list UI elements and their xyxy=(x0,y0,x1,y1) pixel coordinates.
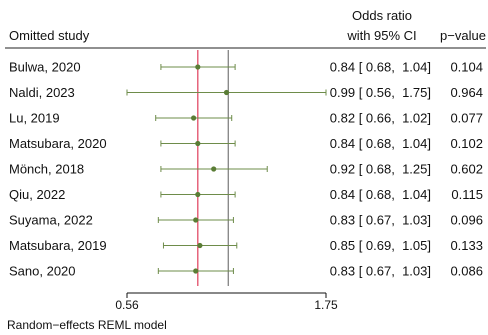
point-estimate xyxy=(197,242,203,249)
header-effect-line2: with 95% CI xyxy=(346,28,416,43)
study-label: Lu, 2019 xyxy=(9,111,60,126)
p-value: 0.115 xyxy=(451,187,483,202)
study-rows: Bulwa, 2020 0.84 [ 0.68, 1.04] 0.104 Naldi,… xyxy=(9,60,483,279)
or-ci-text: 0.92 [ 0.68, 1.25] xyxy=(330,162,431,177)
p-value: 0.964 xyxy=(450,85,483,100)
p-value: 0.104 xyxy=(450,60,483,75)
or-ci-text: 0.83 [ 0.67, 1.03] xyxy=(330,213,431,228)
study-row: Sano, 2020 0.83 [ 0.67, 1.03] 0.086 xyxy=(9,264,483,279)
study-label: Matsubara, 2020 xyxy=(9,136,107,151)
study-row: Matsubara, 2020 0.84 [ 0.68, 1.04] 0.102 xyxy=(9,136,483,151)
x-tick-label: 0.56 xyxy=(115,298,139,312)
p-value: 0.077 xyxy=(450,111,483,126)
study-row: Mönch, 2018 0.92 [ 0.68, 1.25] 0.602 xyxy=(9,162,483,177)
point-estimate xyxy=(193,217,199,223)
model-footer: Random−effects REML model xyxy=(7,318,167,332)
study-label: Suyama, 2022 xyxy=(9,213,93,228)
study-row: Suyama, 2022 0.83 [ 0.67, 1.03] 0.096 xyxy=(9,213,483,228)
point-estimate xyxy=(195,191,201,198)
or-ci-text: 0.85 [ 0.69, 1.05] xyxy=(330,238,431,253)
point-estimate xyxy=(195,64,201,70)
point-estimate xyxy=(193,268,199,274)
header-pvalue: p−value xyxy=(440,28,486,43)
study-label: Qiu, 2022 xyxy=(9,187,65,202)
study-label: Sano, 2020 xyxy=(9,264,76,279)
study-row: Naldi, 2023 0.99 [ 0.56, 1.75] 0.964 xyxy=(9,85,483,100)
study-row: Qiu, 2022 0.84 [ 0.68, 1.04] 0.115 xyxy=(9,187,483,202)
p-value: 0.102 xyxy=(450,136,483,151)
study-row: Lu, 2019 0.82 [ 0.66, 1.02] 0.077 xyxy=(9,111,483,126)
study-label: Matsubara, 2019 xyxy=(9,238,107,253)
p-value: 0.133 xyxy=(450,238,483,253)
study-label: Mönch, 2018 xyxy=(9,162,84,177)
point-estimate xyxy=(223,89,230,96)
point-estimate xyxy=(211,166,217,172)
x-tick-label: 1.75 xyxy=(314,298,338,312)
header-effect-line1: Odds ratio xyxy=(352,8,412,23)
study-row: Matsubara, 2019 0.85 [ 0.69, 1.05] 0.133 xyxy=(9,238,483,253)
or-ci-text: 0.84 [ 0.68, 1.04] xyxy=(330,136,431,151)
x-axis: 0.56 1.75 xyxy=(115,292,338,312)
p-value: 0.602 xyxy=(450,162,483,177)
study-row: Bulwa, 2020 0.84 [ 0.68, 1.04] 0.104 xyxy=(9,60,483,75)
or-ci-text: 0.82 [ 0.66, 1.02] xyxy=(330,111,431,126)
or-ci-text: 0.84 [ 0.68, 1.04] xyxy=(330,187,431,202)
point-estimate xyxy=(191,115,197,121)
study-label: Bulwa, 2020 xyxy=(9,60,81,75)
study-label: Naldi, 2023 xyxy=(9,85,75,100)
p-value: 0.086 xyxy=(450,264,483,279)
p-value: 0.096 xyxy=(450,213,483,228)
or-ci-text: 0.83 [ 0.67, 1.03] xyxy=(330,264,431,279)
header-study: Omitted study xyxy=(9,28,90,43)
point-estimate xyxy=(195,140,201,147)
or-ci-text: 0.99 [ 0.56, 1.75] xyxy=(330,85,431,100)
or-ci-text: 0.84 [ 0.68, 1.04] xyxy=(330,60,431,75)
